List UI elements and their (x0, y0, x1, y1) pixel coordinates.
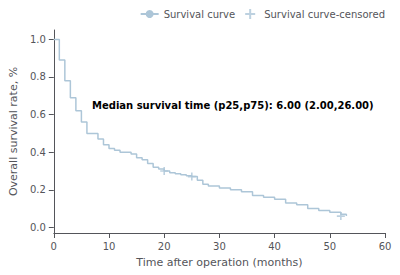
svg-text:Survival curve: Survival curve (164, 9, 236, 20)
svg-text:1.0: 1.0 (30, 34, 46, 45)
svg-text:0.6: 0.6 (30, 109, 46, 120)
svg-text:50: 50 (323, 241, 336, 252)
svg-text:40: 40 (268, 241, 281, 252)
svg-text:Survival curve-censored: Survival curve-censored (264, 9, 385, 20)
svg-text:Median survival time (p25,p75): Median survival time (p25,p75): 6.00 (2.… (92, 100, 374, 111)
svg-text:Time after operation (months): Time after operation (months) (135, 256, 302, 269)
svg-text:10: 10 (103, 241, 116, 252)
svg-text:0.4: 0.4 (30, 147, 46, 158)
svg-text:60: 60 (379, 241, 392, 252)
svg-text:0.0: 0.0 (30, 222, 46, 233)
svg-text:0.8: 0.8 (30, 71, 46, 82)
svg-text:Overall survival rate, %: Overall survival rate, % (7, 67, 20, 196)
svg-text:0.2: 0.2 (30, 184, 46, 195)
svg-text:0: 0 (51, 241, 57, 252)
svg-text:20: 20 (158, 241, 171, 252)
svg-text:30: 30 (213, 241, 226, 252)
